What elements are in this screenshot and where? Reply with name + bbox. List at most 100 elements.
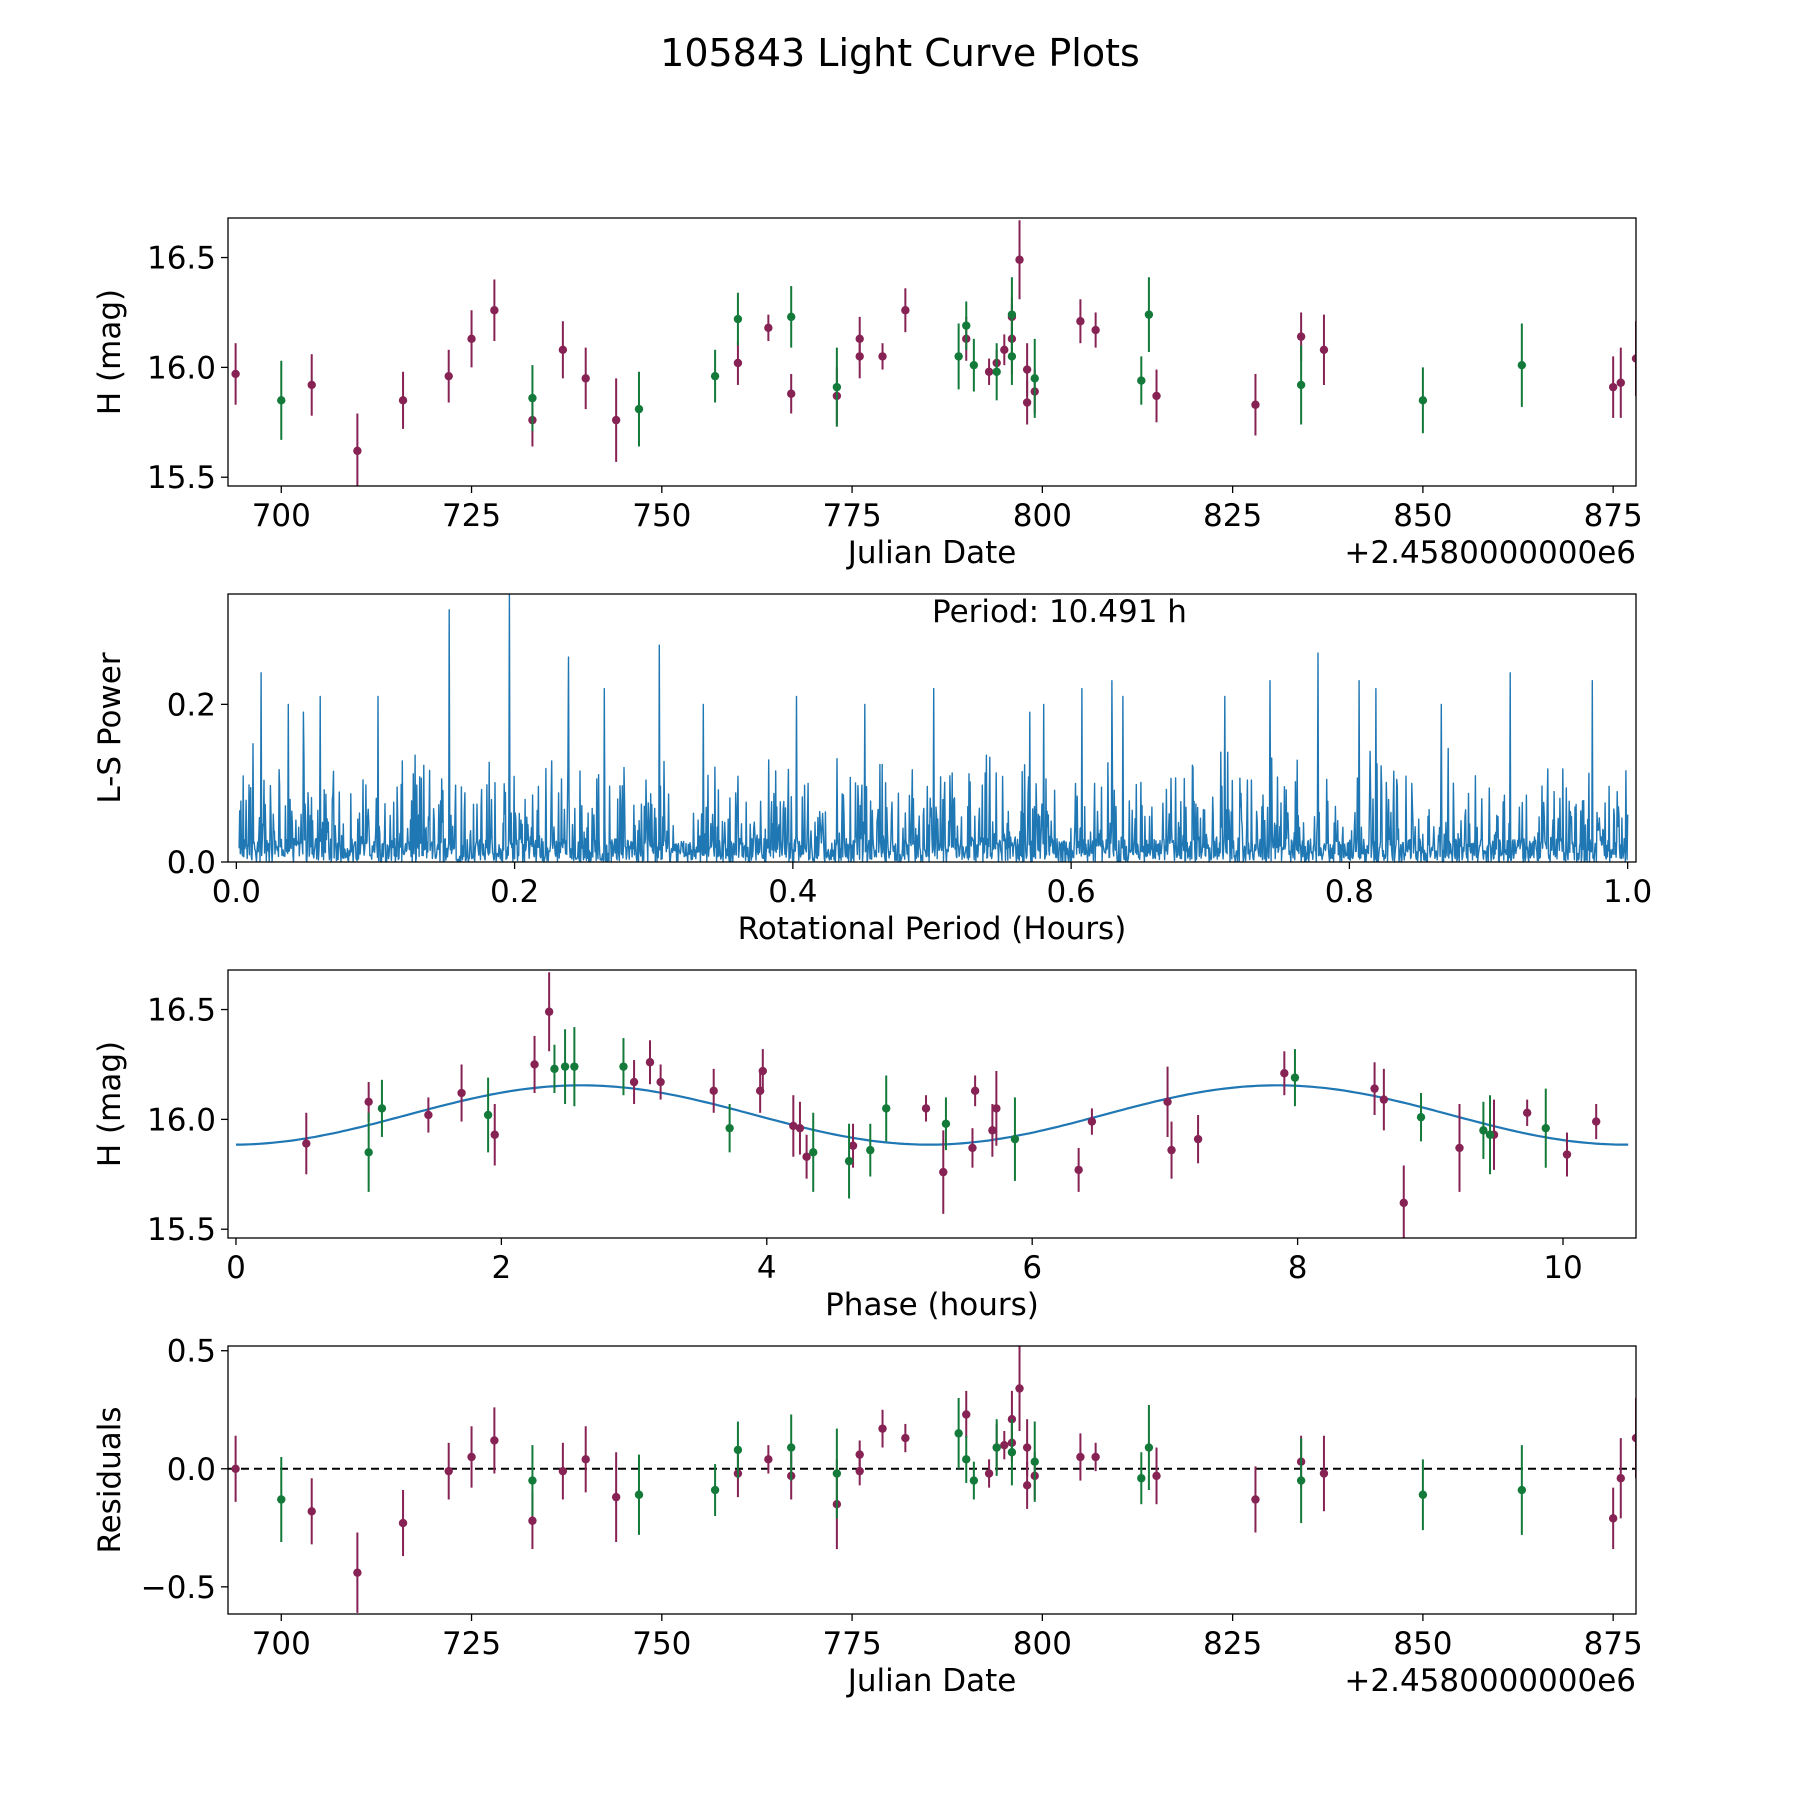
data-point xyxy=(424,1097,433,1133)
data-marker xyxy=(467,1452,476,1462)
data-point xyxy=(629,1060,639,1104)
data-marker xyxy=(398,1518,408,1528)
axes-frame xyxy=(227,593,1637,863)
data-point xyxy=(855,334,864,379)
data-marker xyxy=(1087,1117,1097,1126)
data-point xyxy=(866,1123,875,1177)
data-point xyxy=(277,360,286,440)
axes-frame xyxy=(227,969,1637,1239)
data-point xyxy=(1074,1147,1083,1192)
data-point xyxy=(984,358,994,385)
data-marker xyxy=(984,367,994,376)
data-marker xyxy=(634,1490,644,1499)
data-marker xyxy=(758,1066,768,1076)
data-point xyxy=(231,1435,240,1502)
data-point xyxy=(1007,1419,1017,1486)
data-point xyxy=(353,1532,362,1613)
data-marker xyxy=(725,1123,734,1133)
data-point xyxy=(1517,323,1527,407)
data-marker xyxy=(634,404,644,414)
data-marker xyxy=(558,1466,568,1476)
data-marker xyxy=(467,334,476,344)
data-marker xyxy=(709,1086,718,1096)
y-tick-label: 0.2 xyxy=(167,687,216,723)
data-point xyxy=(969,1461,979,1500)
data-marker xyxy=(855,1466,864,1476)
data-point xyxy=(1076,1433,1085,1481)
data-marker xyxy=(570,1062,579,1071)
data-point xyxy=(1591,1104,1601,1140)
data-point xyxy=(992,1419,1001,1476)
period-annotation: Period: 10.491 h xyxy=(932,594,1187,630)
data-marker xyxy=(984,1469,994,1478)
data-marker xyxy=(1076,1452,1085,1462)
x-axis-label: Phase (hours) xyxy=(825,1287,1039,1323)
data-marker xyxy=(962,1410,971,1419)
data-point xyxy=(1379,1068,1389,1131)
data-point xyxy=(1193,1114,1203,1164)
data-marker xyxy=(611,1492,621,1502)
data-point xyxy=(1163,1066,1172,1137)
data-marker xyxy=(1399,1198,1408,1208)
data-marker xyxy=(1030,1457,1039,1466)
data-point xyxy=(302,1112,311,1175)
data-point xyxy=(307,354,316,416)
data-marker xyxy=(558,345,568,355)
x-tick-label: 800 xyxy=(1013,498,1072,534)
data-point xyxy=(710,1464,720,1517)
data-point xyxy=(1022,1461,1032,1509)
data-marker xyxy=(444,1466,453,1476)
data-marker xyxy=(764,1455,773,1464)
data-marker xyxy=(444,371,453,381)
data-marker xyxy=(1167,1145,1176,1155)
data-point xyxy=(710,349,720,403)
y-tick-label: 15.5 xyxy=(147,460,216,496)
data-point xyxy=(544,972,554,1052)
data-point xyxy=(581,1426,590,1493)
data-marker xyxy=(969,360,979,370)
y-tick-label: 0.0 xyxy=(167,845,216,881)
data-marker xyxy=(528,393,537,403)
data-marker xyxy=(1296,1476,1306,1485)
y-axis-label: H (mag) xyxy=(92,1041,128,1167)
x-tick-label: 4 xyxy=(757,1250,777,1286)
data-point xyxy=(1000,334,1009,366)
data-marker xyxy=(1007,1448,1017,1457)
data-marker xyxy=(490,1436,499,1445)
data-point xyxy=(490,1407,499,1474)
data-marker xyxy=(710,371,720,381)
x-tick-label: 0 xyxy=(226,1250,246,1286)
data-marker xyxy=(1152,1471,1161,1481)
data-marker xyxy=(795,1123,805,1133)
data-point xyxy=(530,1035,539,1094)
data-marker xyxy=(921,1104,931,1113)
data-marker xyxy=(398,396,408,405)
data-point xyxy=(954,323,963,390)
data-marker xyxy=(490,1130,499,1139)
data-point xyxy=(490,279,499,342)
data-marker xyxy=(809,1148,818,1157)
plot-area xyxy=(236,972,1629,1238)
data-marker xyxy=(787,312,796,322)
data-point xyxy=(1522,1099,1532,1126)
data-point xyxy=(878,1409,887,1448)
data-marker xyxy=(1030,374,1039,383)
data-point xyxy=(1319,1435,1329,1512)
data-marker xyxy=(1251,400,1260,409)
data-point xyxy=(1007,277,1017,352)
data-point xyxy=(901,1423,910,1453)
data-marker xyxy=(1631,1433,1636,1443)
data-point xyxy=(444,349,453,403)
data-marker xyxy=(1370,1084,1379,1093)
x-axis-label: Julian Date xyxy=(846,1663,1017,1699)
data-point xyxy=(1152,369,1161,423)
data-point xyxy=(550,1044,559,1094)
data-marker xyxy=(490,306,499,315)
data-point xyxy=(1000,1431,1009,1460)
data-point xyxy=(962,1390,971,1439)
data-point xyxy=(709,1068,718,1113)
data-point xyxy=(1280,1051,1289,1096)
x-tick-label: 775 xyxy=(823,1626,882,1662)
data-point xyxy=(992,1071,1001,1146)
